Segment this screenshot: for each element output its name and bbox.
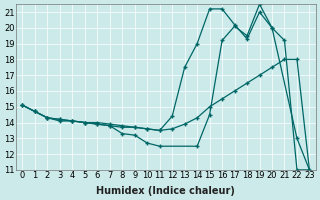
X-axis label: Humidex (Indice chaleur): Humidex (Indice chaleur) [97, 186, 236, 196]
